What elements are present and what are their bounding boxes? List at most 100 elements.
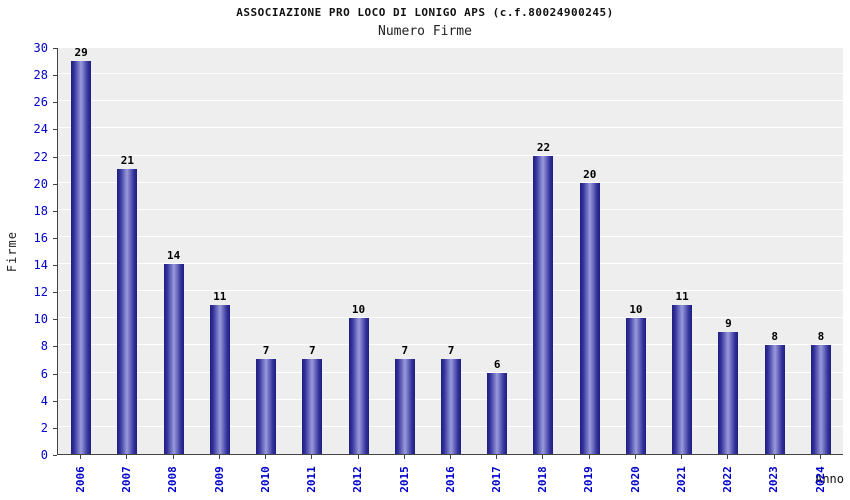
x-tick-mark xyxy=(265,455,267,459)
x-tick-label: 2006 xyxy=(73,465,87,493)
y-tick-mark xyxy=(53,292,57,294)
x-tick-label-wrap: 2017 xyxy=(474,459,518,499)
y-tick-label: 16 xyxy=(33,230,48,245)
x-tick-mark xyxy=(819,455,821,459)
x-tick-label-wrap: 2009 xyxy=(197,459,241,499)
gridline xyxy=(58,127,843,129)
x-tick-mark xyxy=(80,455,82,459)
x-tick-mark xyxy=(588,455,590,459)
y-tick-mark xyxy=(53,102,57,104)
y-tick-mark xyxy=(53,346,57,348)
bar-2008 xyxy=(163,264,184,454)
y-tick-mark xyxy=(53,237,57,239)
bar-2016 xyxy=(441,359,461,454)
x-tick-mark xyxy=(496,455,498,459)
bar-2011 xyxy=(302,359,323,454)
x-tick-label: 2024 xyxy=(813,465,827,493)
x-tick-label-wrap: 2008 xyxy=(151,459,195,499)
bar-value-label: 7 xyxy=(262,344,270,358)
bar-value-label: 7 xyxy=(401,344,409,358)
x-tick-mark xyxy=(357,455,359,459)
x-tick-label-wrap: 2024 xyxy=(798,459,842,499)
y-tick-mark xyxy=(53,48,57,49)
x-tick-label-wrap: 2006 xyxy=(58,459,102,499)
y-tick-label: 12 xyxy=(33,285,48,300)
x-tick-mark xyxy=(126,455,128,459)
y-tick-mark xyxy=(53,265,57,267)
y-tick-mark xyxy=(53,427,57,429)
y-tick-label: 2 xyxy=(40,420,48,435)
bar-value-label: 11 xyxy=(213,289,227,303)
y-tick-label: 0 xyxy=(40,448,48,462)
x-tick-mark xyxy=(218,455,220,459)
x-tick-label: 2018 xyxy=(535,465,549,493)
x-tick-label: 2012 xyxy=(351,465,365,493)
bar-2017 xyxy=(487,372,508,454)
bar-2010 xyxy=(256,359,277,454)
bar-2021 xyxy=(672,304,693,454)
y-tick-label: 28 xyxy=(33,68,48,83)
y-tick-label: 30 xyxy=(33,41,48,55)
bar-value-label: 20 xyxy=(583,167,597,181)
x-tick-label-wrap: 2022 xyxy=(705,459,749,499)
bar-value-label: 8 xyxy=(771,330,778,344)
x-tick-label-wrap: 2007 xyxy=(104,459,148,499)
bar-value-label: 10 xyxy=(629,303,643,317)
x-tick-label: 2008 xyxy=(166,465,180,493)
x-axis-title: Anno xyxy=(815,472,844,486)
gridline xyxy=(58,344,843,346)
x-tick-mark xyxy=(403,455,405,459)
bar-value-label: 8 xyxy=(817,330,825,344)
x-tick-label: 2020 xyxy=(628,465,642,493)
x-tick-label: 2017 xyxy=(489,465,503,493)
bar-2009 xyxy=(209,304,230,454)
x-tick-label-wrap: 2019 xyxy=(567,459,611,499)
x-tick-mark xyxy=(450,455,451,459)
bar-value-label: 14 xyxy=(166,249,181,263)
y-tick-label: 20 xyxy=(33,176,48,191)
y-tick-mark xyxy=(53,455,57,456)
x-tick-label-wrap: 2015 xyxy=(382,459,426,499)
bar-value-label: 11 xyxy=(675,289,689,303)
y-tick-label: 24 xyxy=(33,122,48,137)
y-tick-mark xyxy=(53,319,57,321)
y-tick-label: 6 xyxy=(40,366,48,381)
gridline xyxy=(58,290,843,292)
bar-2020 xyxy=(625,318,646,454)
x-tick-label: 2016 xyxy=(443,465,457,493)
x-tick-label-wrap: 2012 xyxy=(336,459,380,499)
y-tick-mark xyxy=(53,129,57,131)
bar-value-label: 22 xyxy=(536,140,551,154)
y-tick-mark xyxy=(53,210,57,212)
x-tick-label: 2010 xyxy=(258,465,272,493)
y-tick-label: 8 xyxy=(40,339,48,354)
bar-2007 xyxy=(117,169,138,454)
gridline xyxy=(58,181,843,183)
bar-value-label: 7 xyxy=(308,344,316,358)
x-tick-mark xyxy=(172,455,174,459)
gridline xyxy=(58,154,843,156)
x-tick-mark xyxy=(542,455,544,459)
gridline xyxy=(58,73,843,75)
y-tick-mark xyxy=(53,183,57,185)
x-tick-mark xyxy=(311,455,313,459)
gridline xyxy=(58,317,843,319)
gridline xyxy=(58,208,843,210)
bar-value-label: 6 xyxy=(493,357,501,371)
bar-2015 xyxy=(394,359,415,454)
bar-2023 xyxy=(764,345,785,454)
x-tick-label-wrap: 2021 xyxy=(659,459,703,499)
x-tick-label-wrap: 2016 xyxy=(428,459,472,499)
x-tick-label: 2015 xyxy=(397,465,411,493)
bar-2012 xyxy=(348,318,369,454)
x-tick-mark xyxy=(773,455,775,459)
bar-value-label: 7 xyxy=(447,344,455,358)
y-tick-label: 14 xyxy=(33,258,48,273)
x-tick-label: 2023 xyxy=(767,465,781,493)
x-tick-label-wrap: 2023 xyxy=(752,459,796,499)
bar-2018 xyxy=(533,155,554,454)
x-tick-mark xyxy=(681,455,683,459)
gridline xyxy=(58,100,843,102)
bar-value-label: 10 xyxy=(351,303,366,317)
x-tick-label: 2011 xyxy=(304,465,318,493)
